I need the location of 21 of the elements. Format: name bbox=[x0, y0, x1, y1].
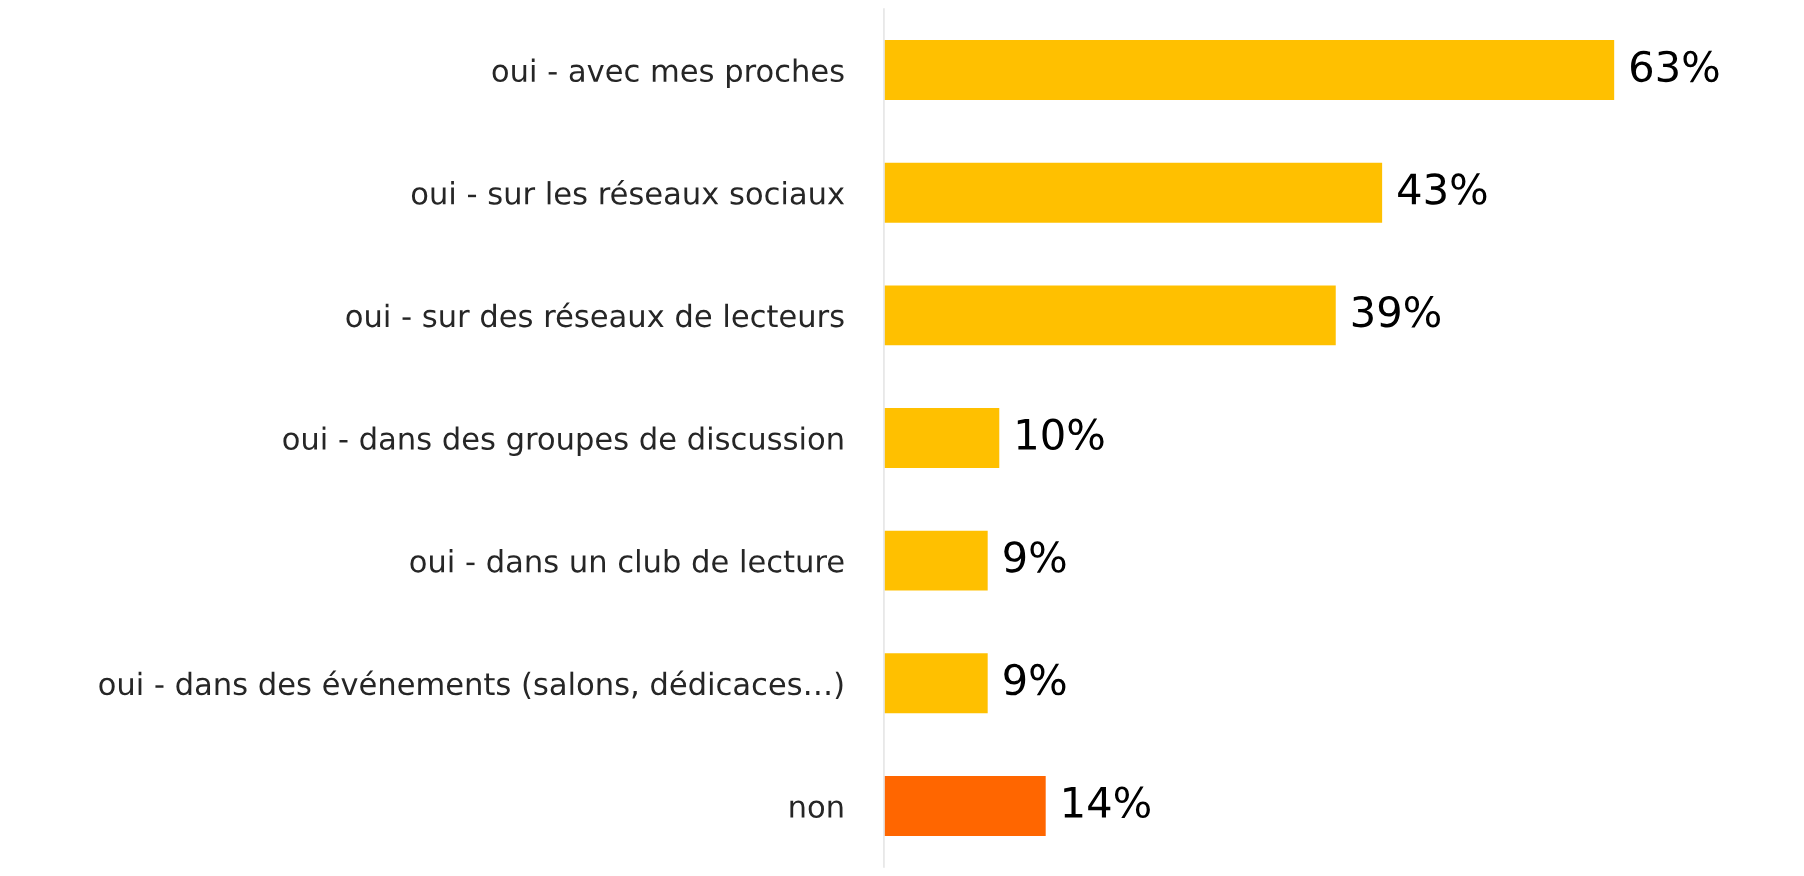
bar bbox=[883, 161, 1384, 225]
data-label: 9% bbox=[1004, 663, 1066, 696]
data-label: 14% bbox=[1064, 786, 1150, 819]
bar bbox=[883, 529, 990, 592]
bar bbox=[883, 284, 1338, 347]
bar bbox=[883, 651, 990, 715]
bar bbox=[883, 406, 1001, 470]
data-label: 43% bbox=[1398, 173, 1487, 205]
bar bbox=[883, 774, 1048, 838]
y-tick-label: oui - dans des groupes de discussion bbox=[283, 426, 843, 456]
y-tick-label: non bbox=[790, 800, 843, 818]
y-tick-label: oui - dans un club de lecture bbox=[410, 549, 844, 573]
y-tick-label: oui - sur les réseaux sociaux bbox=[411, 179, 845, 205]
bar bbox=[883, 38, 1616, 102]
data-label: 9% bbox=[1004, 541, 1066, 573]
data-label: 63% bbox=[1631, 50, 1719, 83]
y-tick-label: oui - avec mes proches bbox=[492, 58, 844, 89]
y-tick-label: oui - sur des réseaux de lecteurs bbox=[346, 302, 844, 328]
data-label: 10% bbox=[1017, 418, 1104, 451]
data-label: 39% bbox=[1352, 295, 1440, 328]
y-tick-label: oui - dans des événements (salons, dédicaces…) bbox=[99, 670, 843, 699]
